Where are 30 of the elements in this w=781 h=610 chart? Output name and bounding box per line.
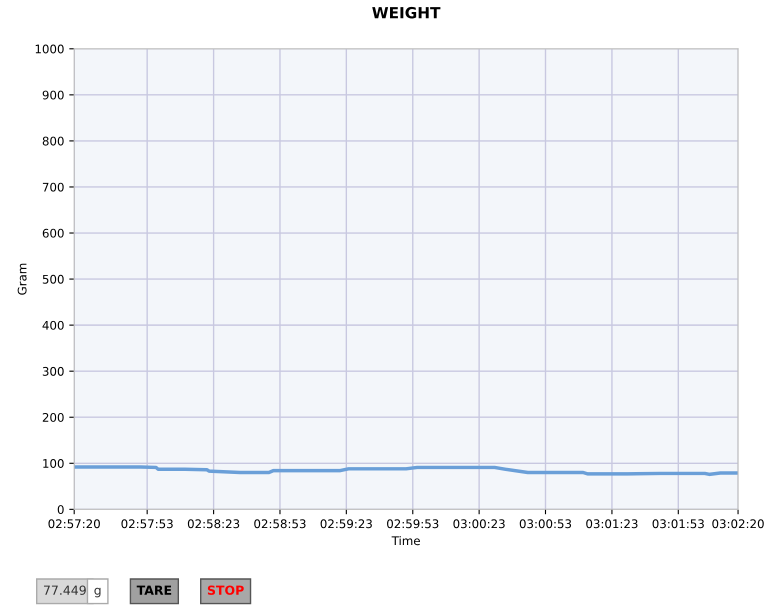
y-tick-label: 800 xyxy=(42,136,64,146)
y-tick-label: 1000 xyxy=(36,44,64,54)
y-tick-label: 100 xyxy=(43,459,64,468)
text: 77.449 xyxy=(44,585,86,595)
y-tick-label: 600 xyxy=(42,228,64,238)
x-tick-label: 02:59:23 xyxy=(320,519,372,528)
x-tick-label: 02:58:53 xyxy=(254,519,306,528)
chart-title: WEIGHT xyxy=(372,6,440,18)
y-tick-label: 0 xyxy=(58,505,64,514)
x-tick-label: 02:57:53 xyxy=(121,519,173,528)
line-series xyxy=(74,465,738,476)
y-tick-label: 300 xyxy=(42,366,64,376)
x-tick-label: 02:57:20 xyxy=(48,519,100,528)
y-tick-label: 200 xyxy=(42,412,64,422)
x-tick-label: 03:01:53 xyxy=(652,519,704,528)
text: STOP xyxy=(208,585,244,595)
text: TARE xyxy=(136,586,172,595)
y-tick-label: 700 xyxy=(42,182,64,192)
text: g xyxy=(94,588,101,598)
x-axis-title: Time xyxy=(392,536,420,546)
x-tick-label: 02:59:53 xyxy=(387,519,438,528)
x-tick-label: 03:00:23 xyxy=(453,519,505,528)
x-tick-label: 03:02:20 xyxy=(712,519,764,528)
y-tick-label: 500 xyxy=(42,274,64,284)
x-tick-label: 03:01:23 xyxy=(586,519,638,528)
y-tick-label: 400 xyxy=(42,320,64,330)
y-axis-title: Gram xyxy=(18,264,27,295)
y-tick-label: 900 xyxy=(42,90,64,100)
x-tick-label: 02:58:23 xyxy=(188,519,240,528)
x-tick-label: 03:00:53 xyxy=(520,519,572,528)
